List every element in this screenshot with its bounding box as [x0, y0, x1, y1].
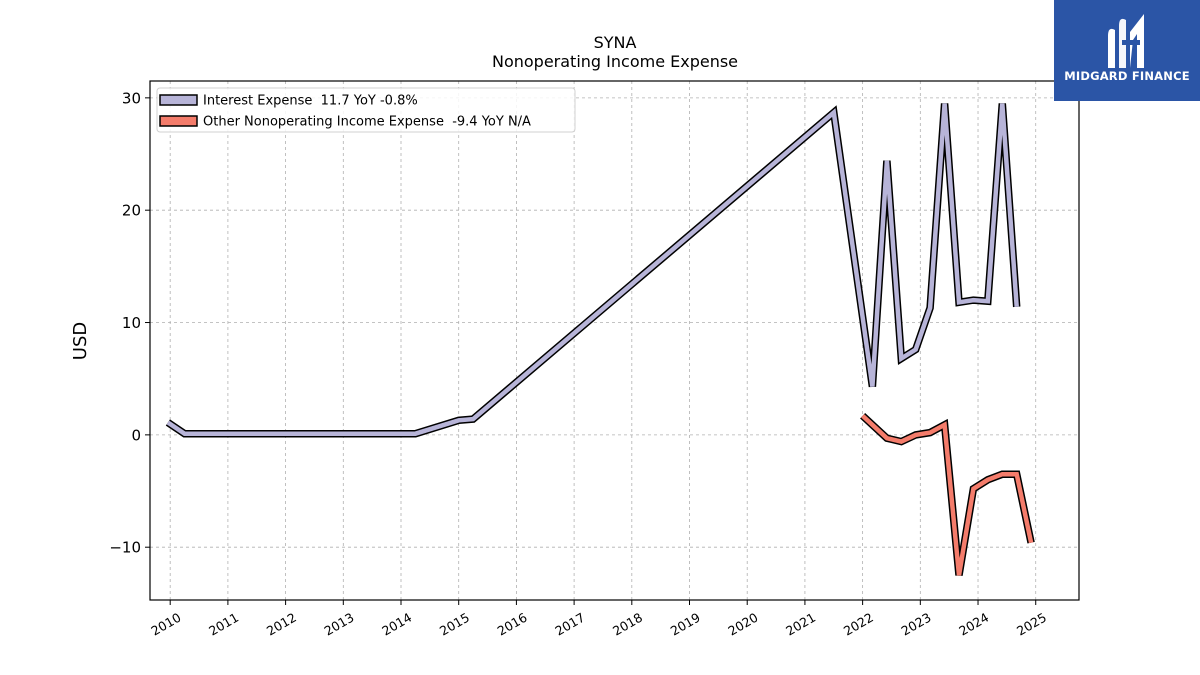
series-1-line: [166, 103, 1019, 436]
x-tick-label: 2010: [148, 610, 183, 639]
y-tick-label: 30: [122, 89, 141, 107]
legend-label-2: Other Nonoperating Income Expense -9.4 Y…: [203, 115, 531, 130]
y-axis-label: USD: [70, 322, 91, 360]
x-tick-label: 2012: [264, 610, 299, 639]
x-tick-label: 2011: [206, 610, 241, 639]
x-tick-label: 2013: [322, 610, 357, 639]
logo-text: MIDGARD FINANCE: [1064, 69, 1190, 83]
legend-box: [156, 87, 576, 133]
chart-subtitle: Nonoperating Income Expense: [492, 52, 738, 71]
x-tick-label: 2022: [841, 610, 876, 639]
x-tick-label: 2016: [495, 610, 530, 639]
x-tick-label: 2021: [783, 610, 818, 639]
x-tick-label: 2023: [899, 610, 934, 639]
y-tick-label: 20: [122, 202, 141, 220]
x-tick-label: 2015: [437, 610, 472, 639]
x-tick-label: 2017: [552, 610, 587, 639]
legend: Interest Expense 11.7 YoY -0.8% Other Non…: [156, 87, 576, 133]
legend-swatch-1: [159, 94, 198, 106]
x-tick-label: 2014: [379, 610, 414, 639]
x-tick-label: 2020: [725, 610, 760, 639]
y-tick-label: 0: [131, 426, 141, 444]
brand-logo: MIDGARD FINANCE: [1054, 0, 1200, 101]
plot-frame: [149, 80, 1080, 601]
x-tick-label: 2018: [610, 610, 645, 639]
y-axis-ticks: 30 20 10 0 −10: [109, 89, 150, 557]
y-tick-label: −10: [109, 539, 141, 557]
y-tick-label: 10: [122, 314, 141, 332]
x-tick-label: 2024: [956, 610, 991, 639]
chart-title: SYNA: [594, 33, 637, 52]
x-tick-label: 2025: [1014, 610, 1049, 639]
legend-label-1: Interest Expense 11.7 YoY -0.8%: [203, 94, 418, 109]
logo-mark-icon: [1108, 14, 1144, 68]
series-2-line: [861, 414, 1034, 576]
x-axis-ticks: 2010 2011 2012 2013 2014 2015 2016 2017 2018 2019…: [148, 600, 1049, 639]
legend-swatch-2: [159, 115, 198, 127]
x-tick-label: 2019: [668, 610, 703, 639]
series-layer: [165, 103, 1035, 576]
series-1-outline: [165, 103, 1021, 438]
